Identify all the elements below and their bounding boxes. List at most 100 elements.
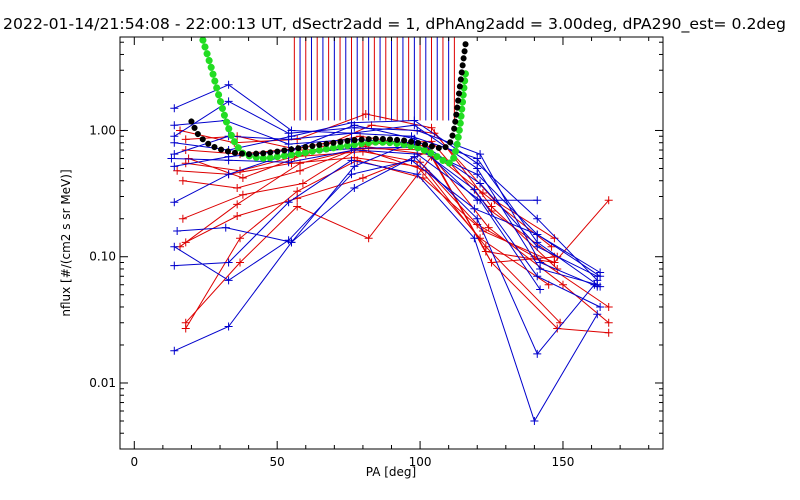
data-point xyxy=(476,179,485,188)
data-point xyxy=(470,234,479,243)
data-point xyxy=(358,174,367,183)
series-line xyxy=(174,159,601,281)
data-point xyxy=(170,346,179,355)
data-point xyxy=(170,121,179,130)
data-point xyxy=(533,272,542,281)
data-point xyxy=(364,234,373,243)
data-point xyxy=(284,158,293,167)
data-point xyxy=(596,302,605,311)
data-point xyxy=(236,258,245,267)
y-tick-label: 0.01 xyxy=(89,376,116,390)
blue-series-20 xyxy=(170,97,602,291)
x-axis-label: PA [deg] xyxy=(366,465,416,479)
data-point xyxy=(487,258,496,267)
series-line xyxy=(174,124,598,277)
series-line xyxy=(185,159,555,329)
series-layer xyxy=(167,80,613,425)
data-point xyxy=(367,121,376,130)
data-point xyxy=(533,349,542,358)
x-tick-label: 50 xyxy=(270,455,285,469)
data-point xyxy=(473,159,482,168)
data-point xyxy=(593,276,602,285)
data-point xyxy=(470,185,479,194)
series-line xyxy=(174,146,601,273)
model-curves-layer xyxy=(188,37,470,168)
data-point xyxy=(350,162,359,171)
data-point xyxy=(170,150,179,159)
data-point xyxy=(178,176,187,185)
y-axis-label: nflux [#/(cm2 s sr MeV)] xyxy=(59,169,73,316)
data-point xyxy=(178,214,187,223)
data-point xyxy=(604,318,613,327)
blue-series-17 xyxy=(170,142,605,277)
data-point xyxy=(536,285,545,294)
data-point xyxy=(347,156,356,165)
data-point xyxy=(233,200,242,209)
x-tick-label: 100 xyxy=(409,455,432,469)
red-series-12 xyxy=(178,142,613,337)
data-point xyxy=(236,234,245,243)
data-point xyxy=(347,170,356,179)
data-point xyxy=(284,198,293,207)
blue-series-21 xyxy=(170,80,602,289)
data-point xyxy=(533,238,542,247)
data-point xyxy=(298,179,307,188)
series-line xyxy=(182,145,609,334)
data-point xyxy=(553,324,562,333)
data-point xyxy=(181,324,190,333)
red-series-3 xyxy=(181,147,613,327)
series-line xyxy=(174,132,601,288)
data-point xyxy=(181,135,190,144)
series-line xyxy=(174,84,598,286)
data-point xyxy=(350,184,359,193)
data-point xyxy=(430,129,439,138)
data-point xyxy=(473,214,482,223)
data-point xyxy=(224,156,233,165)
data-point xyxy=(293,187,302,196)
data-point xyxy=(604,196,613,205)
series-line xyxy=(185,151,609,308)
data-point xyxy=(233,184,242,193)
data-point xyxy=(170,138,179,147)
data-point xyxy=(170,162,179,171)
data-point xyxy=(593,310,602,319)
data-point xyxy=(173,166,182,175)
data-point xyxy=(350,123,359,132)
data-point xyxy=(224,276,233,285)
data-point xyxy=(487,202,496,211)
data-point xyxy=(170,261,179,270)
data-point xyxy=(604,328,613,337)
data-point xyxy=(476,196,485,205)
x-tick-label: 0 xyxy=(130,455,138,469)
data-point xyxy=(287,238,296,247)
data-point xyxy=(224,80,233,89)
data-point xyxy=(558,280,567,289)
x-tick-label: 150 xyxy=(552,455,575,469)
vertical-markers-layer xyxy=(293,37,455,121)
green-model-curve xyxy=(199,37,470,168)
data-point xyxy=(413,170,422,179)
data-point xyxy=(293,135,302,144)
data-point xyxy=(170,242,179,251)
data-point xyxy=(224,258,233,267)
y-tick-label: 1.00 xyxy=(89,123,116,137)
data-point xyxy=(533,196,542,205)
series-line xyxy=(174,159,598,423)
data-point xyxy=(407,156,416,165)
blue-series-14 xyxy=(170,156,602,425)
data-point xyxy=(181,159,190,168)
red-series-2 xyxy=(181,156,559,333)
data-point xyxy=(238,190,247,199)
data-point xyxy=(533,214,542,223)
series-line xyxy=(185,150,610,324)
data-point xyxy=(533,230,542,239)
data-point xyxy=(224,322,233,331)
data-point xyxy=(170,104,179,113)
data-point xyxy=(224,97,233,106)
data-point xyxy=(550,234,559,243)
data-point xyxy=(233,212,242,221)
data-point xyxy=(170,198,179,207)
series-line xyxy=(174,156,595,355)
